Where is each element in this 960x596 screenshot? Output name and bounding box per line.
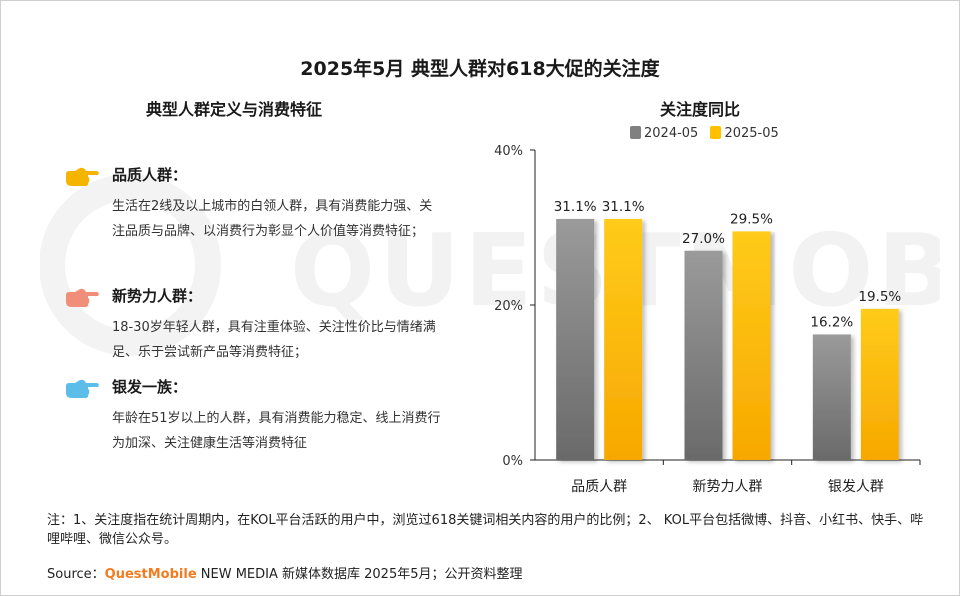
source-line: Source：QuestMobile NEW MEDIA 新媒体数据库 2025…: [47, 563, 523, 582]
group-name: 银发一族：: [112, 378, 188, 396]
x-tick-label: 银发人群: [828, 479, 884, 495]
legend-item-2025: 2025-05: [710, 126, 779, 141]
source-rest: NEW MEDIA 新媒体数据库 2025年5月；公开资料整理: [196, 567, 523, 582]
pointing-hand-icon: [66, 167, 99, 186]
data-label: 29.5%: [730, 211, 773, 227]
group-description: 年龄在51岁以上的人群，具有消费能力稳定、线上消费行为加深、关注健康生活等消费特…: [112, 411, 441, 451]
legend-label: 2024-05: [644, 126, 699, 141]
legend-label: 2025-05: [724, 126, 779, 141]
bar: [556, 218, 595, 460]
bar: [732, 231, 771, 460]
legend-item-2024: 2024-05: [630, 126, 698, 141]
legend-swatch: [630, 126, 641, 139]
footnote: 注：1、关注度指在统计周期内，在KOL平台活跃的用户中，浏览过618关键词相关内…: [47, 513, 924, 547]
bar: [812, 334, 851, 460]
bar: [684, 250, 723, 460]
y-tick-label: 20%: [494, 299, 523, 314]
data-label: 27.0%: [682, 231, 725, 247]
chart-legend: 2024-05 2025-05: [630, 126, 787, 141]
page-title: 2025年5月 典型人群对618大促的关注度: [300, 58, 660, 80]
group-description: 18-30岁年轻人群，具有注重体验、关注性价比与情绪满足、乐于尝试新产品等消费特…: [112, 320, 436, 360]
group-name: 新势力人群：: [112, 287, 203, 305]
bar: [604, 218, 643, 460]
data-label: 31.1%: [602, 199, 645, 215]
bar: [860, 308, 899, 460]
x-tick-label: 新势力人群: [693, 479, 763, 495]
data-label: 31.1%: [554, 199, 597, 215]
source-brand: QuestMobile: [104, 567, 197, 582]
y-tick-label: 0%: [502, 454, 523, 469]
legend-swatch: [710, 126, 722, 139]
left-panel-heading: 典型人群定义与消费特征: [146, 100, 323, 119]
chart-title: 关注度同比: [660, 100, 741, 119]
x-tick-label: 品质人群: [571, 479, 627, 495]
pointing-hand-icon: [66, 288, 99, 307]
data-label: 16.2%: [810, 314, 853, 330]
group-description: 生活在2线及以上城市的白领人群，具有消费能力强、关注品质与品牌、以消费行为彰显个…: [112, 199, 433, 239]
source-prefix: Source：: [47, 567, 105, 582]
data-label: 19.5%: [858, 289, 901, 305]
bar-chart: 0% 20% 40% 31.1% 31.1% 品质人群 27.0% 29.5% 新势力人群 16.…: [494, 144, 921, 495]
pointing-hand-icon: [66, 379, 99, 398]
group-name: 品质人群：: [112, 166, 188, 184]
y-tick-label: 40%: [494, 144, 523, 159]
